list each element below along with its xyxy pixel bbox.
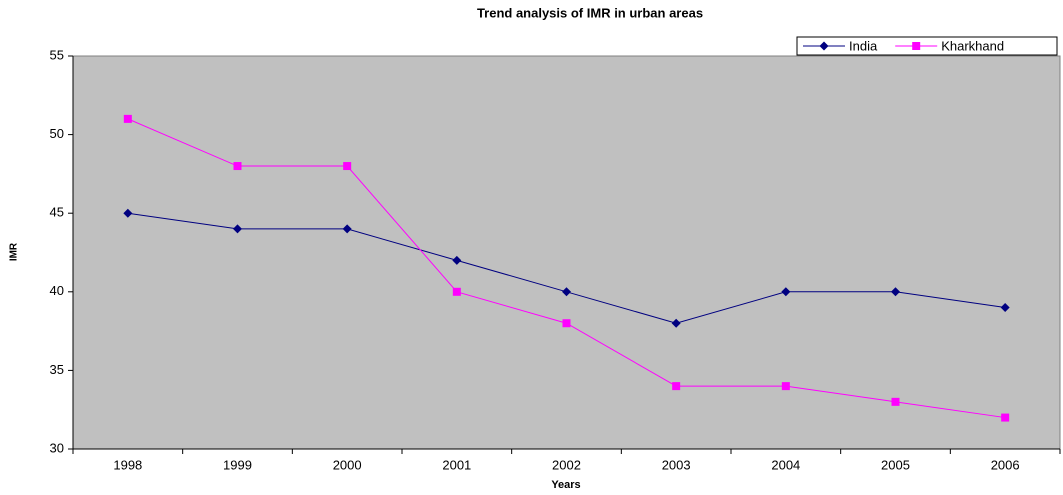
data-point	[671, 318, 681, 328]
data-point	[233, 224, 242, 234]
data-point	[123, 208, 133, 218]
x-tick-label: 2006	[991, 457, 1020, 472]
data-point	[672, 382, 681, 391]
y-axis-label: IMR	[9, 242, 20, 261]
chart-title: Trend analysis of IMR in urban areas	[477, 5, 703, 20]
legend-label: Kharkhand	[941, 38, 1004, 53]
data-point	[562, 319, 571, 328]
data-point	[1001, 413, 1010, 422]
y-tick-label: 30	[50, 440, 64, 455]
x-tick-label: 2004	[771, 457, 800, 472]
data-point	[343, 162, 352, 171]
data-point	[452, 287, 461, 296]
legend-marker	[819, 41, 829, 51]
x-tick-label: 1998	[113, 457, 142, 472]
data-point	[123, 114, 132, 123]
y-tick-label: 45	[50, 205, 64, 220]
x-tick-label: 2005	[881, 457, 910, 472]
data-point	[452, 255, 462, 265]
data-point	[1000, 303, 1010, 313]
data-point	[891, 287, 900, 297]
x-tick-label: 1999	[223, 457, 252, 472]
x-tick-label: 2003	[662, 457, 691, 472]
x-tick-label: 2000	[333, 457, 362, 472]
data-point	[562, 287, 571, 297]
data-point	[781, 382, 790, 391]
y-tick-label: 40	[50, 283, 64, 298]
data-point	[233, 162, 242, 171]
y-tick-label: 50	[50, 126, 64, 141]
data-point	[781, 287, 791, 297]
x-tick-label: 2001	[442, 457, 471, 472]
data-point	[342, 224, 352, 234]
x-axis-label: Years	[551, 479, 580, 491]
legend-marker	[912, 42, 921, 50]
plot-area	[72, 55, 1061, 450]
x-tick-label: 2002	[552, 457, 581, 472]
legend-label: India	[849, 38, 878, 53]
data-point	[891, 397, 900, 406]
y-tick-label: 55	[50, 47, 64, 62]
y-tick-label: 35	[50, 362, 64, 377]
